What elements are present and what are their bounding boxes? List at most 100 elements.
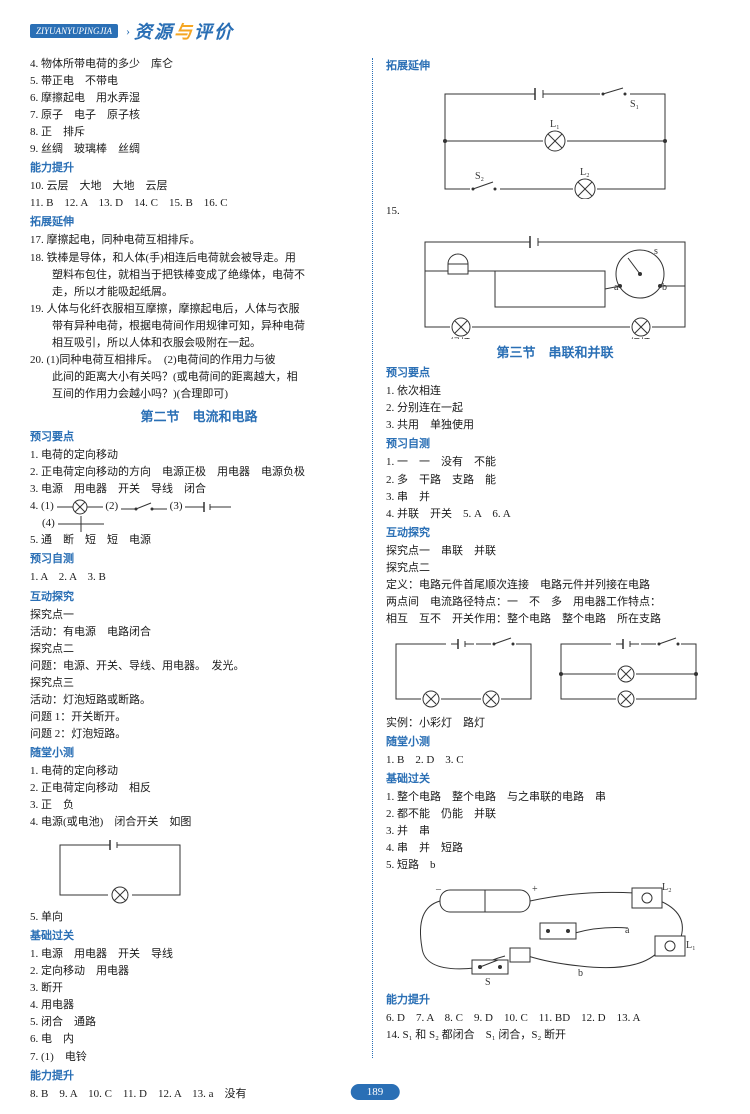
svg-text:–: –	[435, 884, 442, 895]
circuit-diagram-parallel	[551, 634, 706, 709]
section-heading: 随堂小测	[386, 734, 724, 751]
label-a: a	[625, 925, 630, 936]
answer-line: 3. 电源 用电器 开关 导线 闭合	[30, 481, 368, 498]
section-heading: 基础过关	[386, 771, 724, 788]
label-s2: S₂	[475, 171, 484, 182]
label-b: b	[578, 968, 583, 979]
answer-line: 此间的距离大小有关吗？(或电荷间的距离越大，相	[30, 369, 368, 386]
diagram-row	[386, 634, 724, 709]
section-heading: 基础过关	[30, 928, 368, 945]
circuit-diagram-simple	[50, 835, 200, 905]
circuit-diagram-meter: s a b 绿灯 红灯	[410, 224, 700, 339]
answer-line: 3. 断开	[30, 980, 368, 997]
answer-line: 14. S₁ 和 S₂ 都闭合 S₁ 闭合，S₂ 断开	[386, 1027, 724, 1044]
answer-line: 2. 正电荷定向移动 相反	[30, 780, 368, 797]
answer-line: 5. 闭合 通路	[30, 1014, 368, 1031]
label: (3)	[170, 500, 183, 512]
section-heading: 预习要点	[30, 429, 368, 446]
section-heading: 拓展延伸	[386, 58, 724, 75]
answer-line: 17. 摩擦起电，同种电荷互相排斥。	[30, 232, 368, 249]
answer-line: 4. 物体所带电荷的多少 库仑	[30, 56, 368, 73]
arrow-icon: ›	[126, 24, 130, 39]
column-divider	[372, 58, 373, 1058]
answer-line: 问题 2：灯泡短路。	[30, 726, 368, 743]
answer-line: 8. 正 排斥	[30, 124, 368, 141]
answer-line: 探究点二	[386, 560, 724, 577]
answer-line: 5. 带正电 不带电	[30, 73, 368, 90]
answer-line: 11. B 12. A 13. D 14. C 15. B 16. C	[30, 195, 368, 212]
circuit-diagram-two-switch: S₁ L₁ S₂ L₂	[425, 79, 685, 199]
answer-line: 1. 整个电路 整个电路 与之串联的电路 串	[386, 789, 724, 806]
answer-line: 3. 正 负	[30, 797, 368, 814]
answer-line: 定义：电路元件首尾顺次连接 电路元件并列接在电路	[386, 577, 724, 594]
chapter-heading: 第三节 串联和并联	[386, 343, 724, 363]
answer-line: 18. 铁棒是导体，和人体(手)相连后电荷就会被导走。用	[30, 250, 368, 267]
lamp-symbol-icon	[57, 499, 103, 515]
section-heading: 随堂小测	[30, 745, 368, 762]
answer-line: 1. 电源 用电器 开关 导线	[30, 946, 368, 963]
answer-line: 3. 共用 单独使用	[386, 417, 724, 434]
answer-line: 6. 电 内	[30, 1031, 368, 1048]
section-heading: 预习自测	[386, 436, 724, 453]
answer-line: 2. 定向移动 用电器	[30, 963, 368, 980]
circuit-diagram-realistic: –+ S L₂ L₁ a b	[410, 878, 700, 988]
label: 4. (1)	[30, 500, 54, 512]
left-column: 4. 物体所带电荷的多少 库仑 5. 带正电 不带电 6. 摩擦起电 用水弄湿 …	[30, 56, 368, 1103]
answer-line: (4)	[30, 515, 368, 532]
answer-line: 走，所以才能吸起纸屑。	[30, 284, 368, 301]
answer-line: 探究点三	[30, 675, 368, 692]
page-number-badge: 189	[351, 1084, 400, 1100]
label-b: b	[662, 282, 667, 293]
answer-line: 7. 原子 电子 原子核	[30, 107, 368, 124]
answer-line: 3. 串 并	[386, 489, 724, 506]
answer-line: 1. 一 一 没有 不能	[386, 454, 724, 471]
header-title-b: 评价	[194, 18, 234, 44]
answer-line: 1. 电荷的定向移动	[30, 763, 368, 780]
label-l2: L₂	[662, 882, 672, 893]
answer-line: 5. 单向	[30, 909, 368, 926]
answer-line: 3. 并 串	[386, 823, 724, 840]
answer-line: 带有异种电荷，根据电荷间作用规律可知，异种电荷	[30, 318, 368, 335]
section-heading: 互动探究	[386, 525, 724, 542]
label-s: S	[485, 977, 491, 988]
answer-line: 2. 多 干路 支路 能	[386, 472, 724, 489]
answer-line: 4. 串 并 短路	[386, 840, 724, 857]
answer-line: 互间的作用力会越小吗？)(合理即可)	[30, 386, 368, 403]
label-l2: L₂	[580, 167, 590, 178]
label-s: s	[654, 246, 658, 257]
answer-line: 7. (1) 电铃	[30, 1049, 368, 1066]
label-l1: L₁	[550, 119, 560, 130]
section-heading: 拓展延伸	[30, 214, 368, 231]
section-heading: 预习自测	[30, 551, 368, 568]
svg-text:+: +	[532, 884, 538, 895]
content-columns: 4. 物体所带电荷的多少 库仑 5. 带正电 不带电 6. 摩擦起电 用水弄湿 …	[30, 56, 720, 1103]
answer-line: 活动：有电源 电路闭合	[30, 624, 368, 641]
answer-line: 4. 并联 开关 5. A 6. A	[386, 506, 724, 523]
page-header: ZIYUANYUPINGJIA › 资源 与 评价	[30, 18, 720, 44]
label: (2)	[105, 500, 118, 512]
section-heading: 能力提升	[386, 992, 724, 1009]
circuit-diagram-series	[386, 634, 541, 709]
section-heading: 能力提升	[30, 160, 368, 177]
answer-line: 6. 摩擦起电 用水弄湿	[30, 90, 368, 107]
label: (4)	[42, 517, 55, 529]
answer-line: 2. 都不能 仍能 并联	[386, 806, 724, 823]
answer-line: 9. 丝绸 玻璃棒 丝绸	[30, 141, 368, 158]
answer-line: 8. B 9. A 10. C 11. D 12. A 13. a 没有	[30, 1086, 368, 1103]
section-heading: 互动探究	[30, 589, 368, 606]
answer-line: 10. 云层 大地 大地 云层	[30, 178, 368, 195]
answer-line: 2. 分别连在一起	[386, 400, 724, 417]
header-title-a: 资源	[134, 18, 174, 44]
section-heading: 能力提升	[30, 1068, 368, 1085]
section-heading: 预习要点	[386, 365, 724, 382]
answer-line: 探究点一 串联 并联	[386, 543, 724, 560]
answer-line: 活动：灯泡短路或断路。	[30, 692, 368, 709]
answer-line: 实例：小彩灯 路灯	[386, 715, 724, 732]
header-pinyin-tag: ZIYUANYUPINGJIA	[30, 24, 118, 38]
answer-line: 两点间 电流路径特点：一 不 多 用电器工作特点：	[386, 594, 724, 611]
answer-line: 问题：电源、开关、导线、用电器。 发光。	[30, 658, 368, 675]
answer-line: 问题 1：开关断开。	[30, 709, 368, 726]
switch-symbol-icon	[121, 499, 167, 515]
answer-line: 5. 短路 b	[386, 857, 724, 874]
answer-line: 5. 通 断 短 短 电源	[30, 532, 368, 549]
